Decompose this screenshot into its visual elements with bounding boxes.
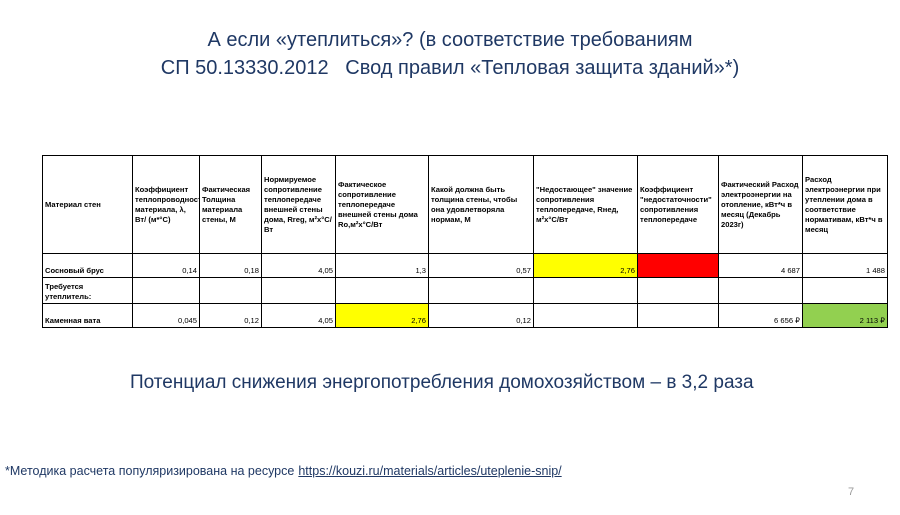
cell: 2,76 — [335, 303, 429, 328]
column-header: Материал стен — [42, 155, 133, 254]
cell: 0,18 — [199, 253, 262, 278]
column-header: Коэффициент теплопроводности материала, … — [132, 155, 200, 254]
cell: 0,12 — [428, 303, 534, 328]
column-header: Фактический Расход электроэнергии на ото… — [718, 155, 803, 254]
cell — [199, 277, 262, 304]
cell: 1 488 — [802, 253, 888, 278]
row-label: Каменная вата — [42, 303, 133, 328]
cell: 4 687 — [718, 253, 803, 278]
cell — [533, 303, 638, 328]
cell: 0,12 — [199, 303, 262, 328]
data-table: Материал стен Коэффициент теплопроводност… — [42, 155, 888, 328]
column-header: Расход электроэнергии при утеплении дома… — [802, 155, 888, 254]
row-label: Требуется утеплитель: — [42, 277, 133, 304]
cell — [132, 277, 200, 304]
cell: 2 113 ₽ — [802, 303, 888, 328]
cell: 0,57 — [428, 253, 534, 278]
column-header: "Недостающее" значение сопротивления теп… — [533, 155, 638, 254]
column-header: Нормируемое сопротивление теплопередаче … — [261, 155, 336, 254]
cell — [428, 277, 534, 304]
table-row: Каменная вата 0,045 0,12 4,05 2,76 0,12 6 656 … — [42, 303, 888, 328]
cell: 4,05 — [261, 303, 336, 328]
summary: Потенциал снижения энергопотребления дом… — [130, 372, 754, 393]
cell — [533, 277, 638, 304]
cell — [335, 277, 429, 304]
title-line: А если «утеплиться»? (в соответствие тре… — [207, 29, 693, 51]
cell: 2,76 — [533, 253, 638, 278]
cell: 1,3 — [335, 253, 429, 278]
cell: 4,05 — [261, 253, 336, 278]
footnote-link[interactable]: https://kouzi.ru/materials/articles/utep… — [298, 464, 562, 478]
footnote-text: *Методика расчета популяризирована на ре… — [5, 464, 295, 478]
cell — [261, 277, 336, 304]
column-header: Фактическая Толщина материала стены, М — [199, 155, 262, 254]
cell — [637, 303, 719, 328]
cell — [802, 277, 888, 304]
cell: 6 656 ₽ — [718, 303, 803, 328]
row-label: Сосновый брус — [42, 253, 133, 278]
header-row: Материал стен Коэффициент теплопроводност… — [42, 155, 888, 254]
table-row: Требуется утеплитель: — [42, 277, 888, 304]
cell — [637, 277, 719, 304]
column-header: Какой должна быть толщина стены, чтобы о… — [428, 155, 534, 254]
page-number: 7 — [848, 486, 855, 498]
title-line: СП 50.13330.2012 Свод правил «Тепловая з… — [160, 57, 740, 79]
footnote: *Методика расчета популяризирована на ре… — [5, 464, 562, 478]
cell — [637, 253, 719, 278]
slide-title: А если «утеплиться»? (в соответствие тре… — [0, 26, 900, 82]
table-row: Сосновый брус 0,14 0,18 4,05 1,3 0,57 2,76 4 68… — [42, 253, 888, 278]
cell — [718, 277, 803, 304]
column-header: Фактическое сопротивление теплопередаче … — [335, 155, 429, 254]
cell: 0,045 — [132, 303, 200, 328]
cell: 0,14 — [132, 253, 200, 278]
column-header: Коэффициент "недостаточности" сопротивле… — [637, 155, 719, 254]
